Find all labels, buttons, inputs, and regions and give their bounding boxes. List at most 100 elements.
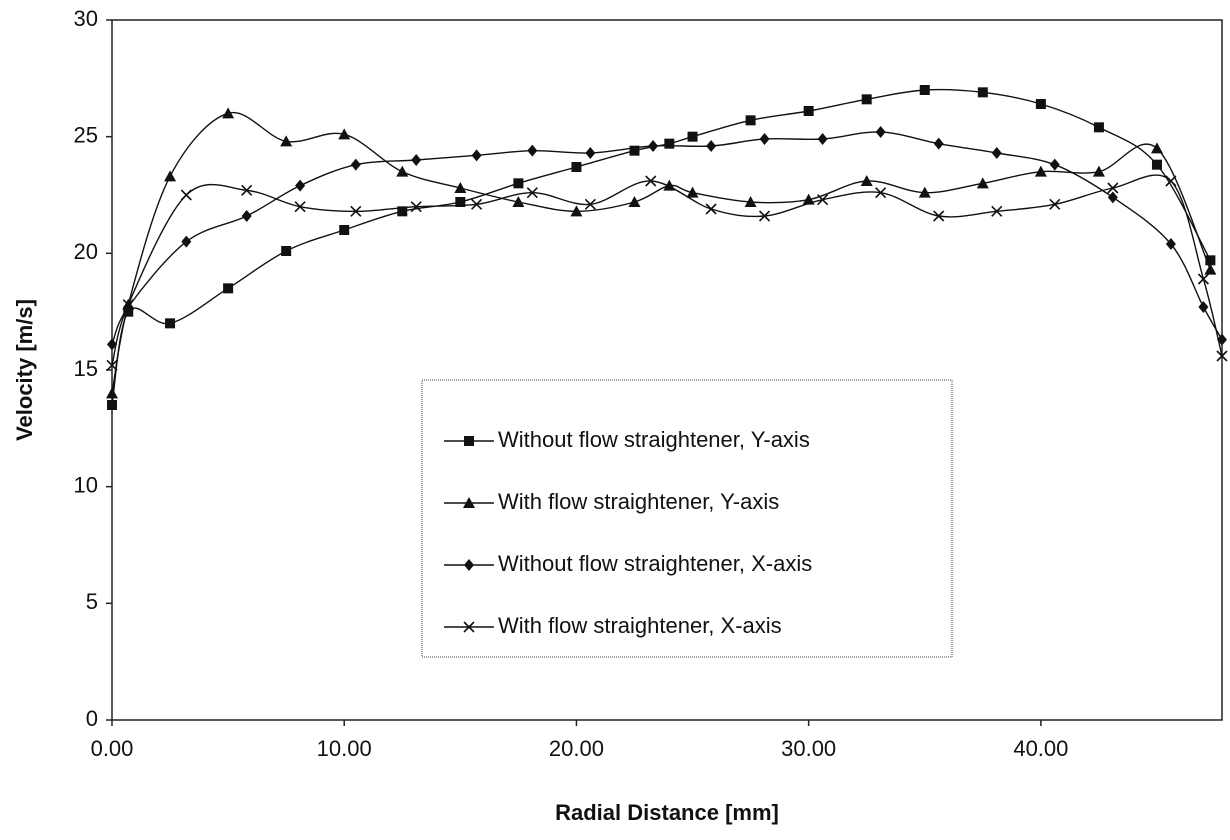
data-point bbox=[281, 246, 292, 256]
data-point bbox=[933, 210, 945, 222]
data-point bbox=[991, 205, 1003, 217]
data-point bbox=[181, 235, 192, 248]
data-point bbox=[1107, 182, 1119, 194]
legend-box bbox=[421, 379, 953, 658]
data-point bbox=[584, 198, 596, 210]
y-tick-label: 15 bbox=[74, 356, 98, 381]
y-axis-title: Velocity [m/s] bbox=[12, 299, 37, 441]
legend-label: With flow straightener, X-axis bbox=[498, 613, 782, 638]
data-point bbox=[585, 147, 596, 159]
data-point bbox=[803, 106, 814, 116]
data-point bbox=[180, 189, 192, 201]
data-point bbox=[1049, 158, 1060, 171]
data-point bbox=[1216, 350, 1228, 362]
data-point bbox=[745, 115, 756, 126]
data-point bbox=[1107, 191, 1118, 204]
data-point bbox=[1093, 122, 1104, 133]
data-point bbox=[455, 197, 466, 207]
y-tick-label: 25 bbox=[74, 122, 98, 147]
y-tick-label: 0 bbox=[86, 706, 98, 731]
data-point bbox=[527, 144, 538, 157]
data-point bbox=[471, 149, 482, 162]
data-point bbox=[571, 162, 582, 172]
data-point bbox=[280, 135, 293, 147]
data-point bbox=[875, 126, 886, 138]
y-tick-label: 30 bbox=[74, 6, 98, 31]
data-point bbox=[817, 194, 829, 206]
legend-marker bbox=[463, 621, 475, 633]
data-point bbox=[106, 387, 118, 399]
data-point bbox=[1198, 301, 1209, 313]
data-point bbox=[1197, 273, 1209, 285]
data-point bbox=[338, 128, 351, 140]
data-point bbox=[350, 205, 362, 217]
data-point bbox=[861, 94, 872, 105]
series-line bbox=[111, 131, 1223, 345]
data-point bbox=[241, 184, 253, 196]
data-point bbox=[977, 87, 988, 98]
data-point bbox=[122, 299, 134, 311]
data-point bbox=[396, 165, 409, 177]
data-point bbox=[222, 107, 235, 119]
data-point bbox=[107, 338, 117, 351]
data-point bbox=[1165, 238, 1176, 250]
legend-marker bbox=[464, 436, 474, 446]
series-line bbox=[111, 111, 1212, 394]
series-line bbox=[111, 174, 1223, 366]
data-point bbox=[241, 210, 252, 222]
x-tick-label: 20.00 bbox=[549, 736, 604, 761]
data-point bbox=[454, 182, 467, 193]
data-point bbox=[648, 140, 659, 152]
data-point bbox=[512, 196, 525, 207]
data-point bbox=[1034, 165, 1047, 177]
data-point bbox=[976, 177, 989, 189]
data-point bbox=[1204, 263, 1217, 275]
data-point bbox=[629, 145, 640, 156]
data-point bbox=[645, 175, 657, 187]
data-point bbox=[513, 178, 524, 189]
data-point bbox=[350, 158, 361, 171]
data-point bbox=[1092, 165, 1105, 177]
data-point bbox=[686, 186, 699, 198]
legend-label: With flow straightener, Y-axis bbox=[498, 489, 779, 514]
data-point bbox=[687, 131, 698, 142]
x-tick-label: 0.00 bbox=[91, 736, 134, 761]
data-point bbox=[410, 201, 422, 213]
legend-label: Without flow straightener, Y-axis bbox=[498, 427, 810, 452]
data-point bbox=[294, 201, 306, 213]
data-point bbox=[1205, 255, 1216, 266]
data-point bbox=[758, 210, 771, 222]
data-point bbox=[164, 170, 177, 182]
x-tick-label: 30.00 bbox=[781, 736, 836, 761]
data-point bbox=[107, 400, 117, 410]
data-point bbox=[1151, 159, 1162, 170]
data-point bbox=[1150, 142, 1163, 154]
data-point bbox=[991, 147, 1002, 159]
data-point bbox=[471, 198, 483, 210]
data-point bbox=[705, 203, 717, 215]
data-point bbox=[411, 154, 422, 166]
data-point bbox=[664, 138, 675, 149]
legend-marker bbox=[463, 497, 475, 508]
x-axis-title: Radial Distance [mm] bbox=[555, 800, 779, 825]
y-tick-label: 5 bbox=[86, 589, 98, 614]
data-point bbox=[106, 359, 118, 371]
legend-label: Without flow straightener, X-axis bbox=[498, 551, 812, 576]
data-point bbox=[759, 133, 770, 145]
data-point bbox=[628, 196, 641, 207]
data-point bbox=[875, 187, 887, 199]
data-point bbox=[570, 205, 583, 217]
data-point bbox=[744, 196, 757, 207]
x-tick-label: 40.00 bbox=[1013, 736, 1068, 761]
data-point bbox=[918, 186, 931, 198]
data-point bbox=[1035, 99, 1046, 109]
data-point bbox=[919, 85, 930, 95]
data-point bbox=[817, 133, 828, 145]
data-point bbox=[339, 225, 350, 235]
y-tick-label: 20 bbox=[74, 239, 98, 264]
data-point bbox=[397, 206, 408, 217]
data-point bbox=[706, 140, 717, 152]
data-point bbox=[223, 283, 234, 294]
data-point bbox=[1049, 198, 1061, 210]
